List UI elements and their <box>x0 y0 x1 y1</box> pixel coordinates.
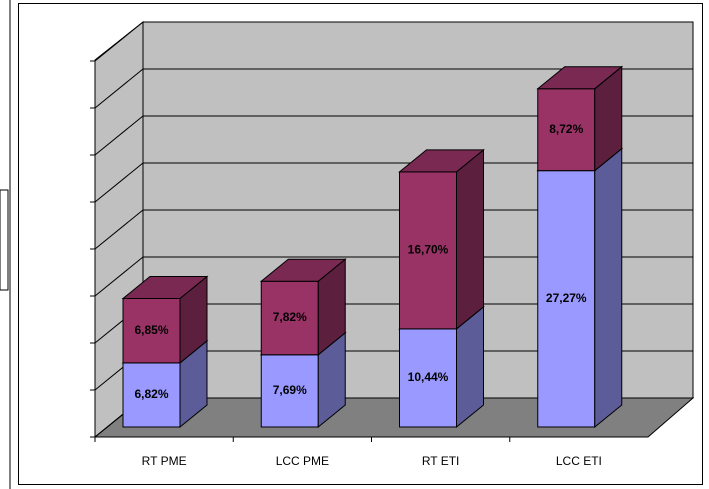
value-label: 7,69% <box>273 383 307 397</box>
grid-line <box>94 256 693 297</box>
bar-top <box>536 66 624 90</box>
grid-line <box>94 115 693 156</box>
value-label: 16,70% <box>408 243 449 257</box>
side-frame <box>0 189 9 291</box>
grid-line <box>94 209 693 250</box>
bar <box>121 275 209 364</box>
bar-top <box>398 149 485 173</box>
x-tick-label: RT PME <box>142 454 187 468</box>
bar <box>536 65 624 172</box>
bar <box>398 148 485 330</box>
grid-line <box>94 162 693 203</box>
x-tick-label: LCC PME <box>276 454 329 468</box>
value-label: 27,27% <box>546 291 587 305</box>
value-label: 6,85% <box>134 323 168 337</box>
bar <box>121 339 209 429</box>
bar <box>536 147 624 429</box>
value-label: 10,44% <box>408 370 449 384</box>
x-tick-label: LCC ETI <box>556 454 602 468</box>
bar-side <box>594 147 623 429</box>
x-tick-label: RT ETI <box>422 454 460 468</box>
value-label: 6,82% <box>134 387 168 401</box>
value-label: 7,82% <box>273 310 307 324</box>
value-label: 8,72% <box>549 122 583 136</box>
bar <box>259 258 347 356</box>
bar-side <box>456 148 484 330</box>
grid-line <box>94 21 693 62</box>
bar-top <box>121 276 209 300</box>
bar-top <box>259 258 347 282</box>
grid-line <box>94 68 693 109</box>
